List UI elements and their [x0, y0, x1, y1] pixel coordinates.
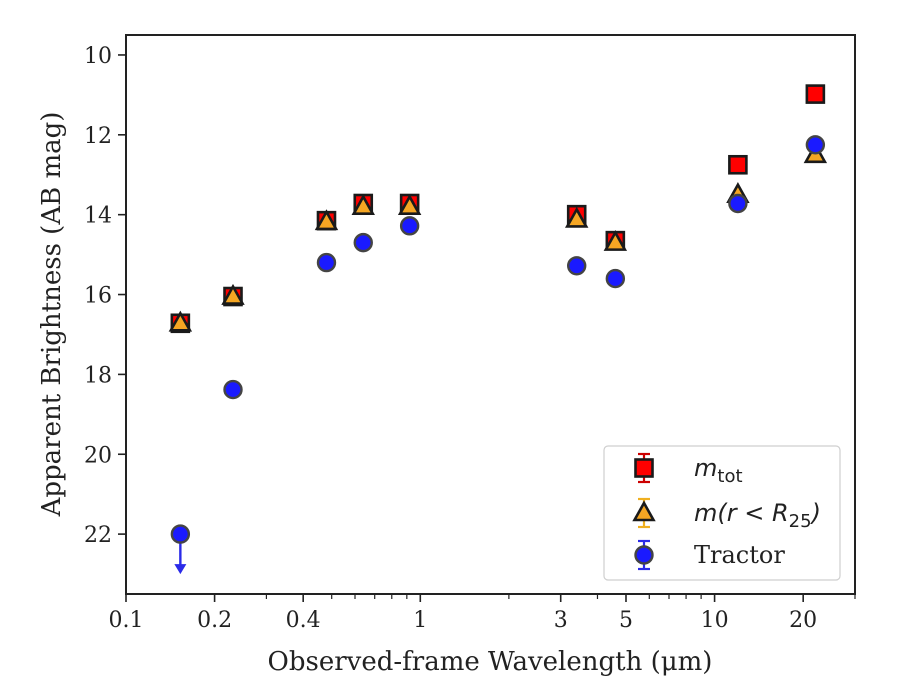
- y-tick-label: 18: [84, 363, 112, 388]
- x-tick-label: 0.4: [286, 608, 321, 633]
- data-point: [605, 268, 626, 289]
- data-point: [564, 206, 589, 228]
- data-point: [397, 194, 422, 215]
- x-tick-label: 1: [413, 608, 427, 633]
- data-point: [221, 283, 245, 305]
- legend-marker: [632, 500, 656, 522]
- data-point: [805, 84, 826, 104]
- y-tick-label: 14: [84, 204, 112, 229]
- legend-label-sub: 25: [789, 511, 812, 532]
- legend-label: Tractor: [694, 541, 785, 569]
- legend-box: [603, 445, 841, 581]
- data-point: [399, 216, 420, 236]
- data-point: [168, 310, 193, 332]
- data-point: [351, 194, 375, 215]
- y-tick-label: 12: [84, 124, 112, 149]
- y-tick-label: 16: [84, 284, 112, 309]
- x-tick-label: 10: [701, 608, 729, 633]
- upper-limit-arrow: [174, 564, 187, 575]
- x-tick-label: 0.1: [109, 608, 144, 633]
- legend-label-end: ): [810, 499, 821, 527]
- x-tick-label: 20: [789, 608, 817, 633]
- x-tick-label: 0.2: [197, 608, 232, 633]
- data-point: [316, 252, 337, 273]
- data-point: [805, 135, 826, 155]
- legend-label-sub: tot: [717, 466, 742, 487]
- data-point: [223, 379, 243, 400]
- x-tick-label: 3: [554, 608, 568, 633]
- x-tick-label: 5: [619, 608, 633, 633]
- series-circle: [170, 135, 826, 575]
- y-tick-label: 22: [84, 523, 112, 548]
- data-point: [728, 154, 748, 175]
- x-axis-label: Observed-frame Wavelength (μm): [268, 647, 713, 677]
- data-point: [728, 193, 748, 214]
- y-tick-label: 10: [84, 44, 112, 69]
- data-point: [353, 232, 373, 253]
- y-axis-label: Apparent Brightness (AB mag): [37, 112, 67, 518]
- data-point: [603, 229, 628, 251]
- data-point: [567, 256, 587, 276]
- plot-frame: [125, 34, 856, 595]
- series-square: [170, 84, 826, 334]
- legend-marker: [634, 545, 654, 565]
- data-point: [170, 524, 191, 544]
- y-tick-label: 20: [84, 443, 112, 468]
- series-triangle: [168, 142, 828, 332]
- legend-marker: [634, 458, 654, 478]
- data-point: [314, 209, 339, 231]
- legend-item: Tractor: [634, 539, 785, 571]
